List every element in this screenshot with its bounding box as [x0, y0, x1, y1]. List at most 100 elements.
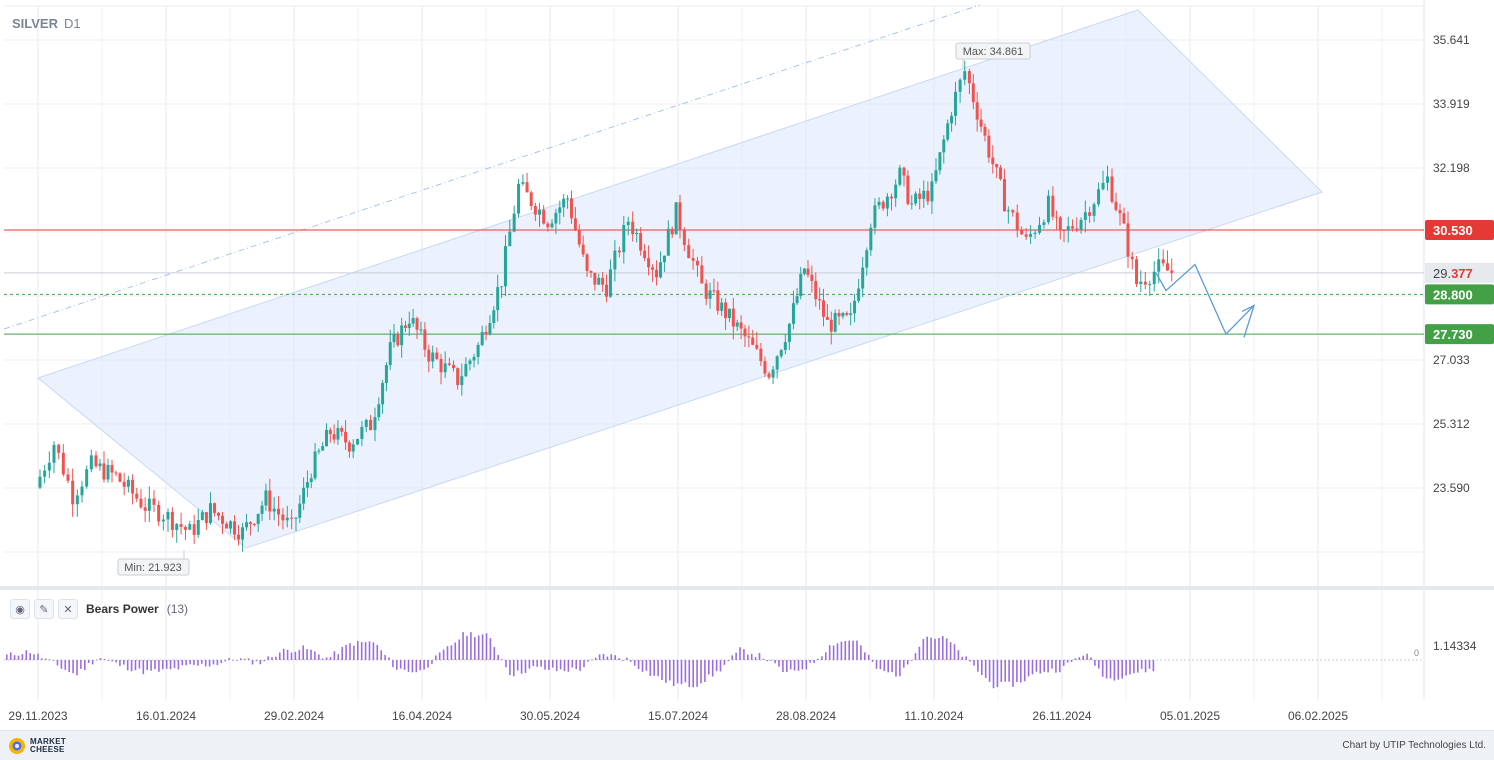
bears-power-bar: [1008, 660, 1010, 682]
bears-power-bar: [427, 660, 429, 668]
price-chart[interactable]: Max: 34.861 Min: 21.923 30.530 28.800 27.73…: [0, 0, 1494, 730]
bears-power-bar: [450, 645, 453, 660]
bears-power-bar: [298, 649, 301, 660]
candle: [861, 267, 865, 289]
candle: [991, 157, 995, 165]
candle: [655, 269, 659, 278]
candle: [967, 71, 971, 84]
candle: [593, 272, 597, 285]
bears-power-bar: [918, 646, 921, 660]
min-label: Min: 21.923: [124, 562, 181, 574]
candle: [542, 209, 546, 224]
bears-power-bar: [236, 660, 238, 661]
candle: [877, 201, 881, 206]
bears-power-bar: [1027, 660, 1030, 677]
price-axis: 30.530 28.800 27.730 29.377 35.641 33.919 32.1…: [1425, 33, 1494, 495]
candle: [221, 515, 225, 524]
bears-power-bar: [138, 660, 141, 669]
candle: [325, 429, 329, 447]
bears-power-bar: [130, 660, 133, 672]
forecast-arrowhead: [1241, 304, 1256, 338]
bears-power-bar: [337, 654, 340, 660]
candle: [188, 524, 192, 530]
market-cheese-logo[interactable]: MARKET CHEESE: [8, 737, 66, 755]
bears-power-bar: [688, 660, 691, 687]
x-tick-label: 29.11.2023: [8, 709, 67, 723]
bears-power-bar: [368, 641, 371, 660]
bears-power-bar: [134, 660, 137, 671]
candle: [712, 290, 716, 292]
candle: [208, 503, 212, 523]
candle: [708, 290, 712, 299]
chart-credit: Chart by UTIP Technologies Ltd.: [1342, 740, 1486, 751]
bears-power-bar: [680, 660, 683, 685]
bears-power-bar: [87, 660, 90, 664]
candle: [407, 323, 411, 328]
bears-power-bar: [64, 660, 67, 670]
bears-power-bar: [282, 648, 285, 660]
bears-power-bar: [961, 656, 964, 660]
bears-power-bar: [914, 653, 917, 660]
bears-power-bar: [1144, 660, 1147, 673]
bears-power-bar: [848, 640, 850, 660]
bears-power-bar: [208, 660, 211, 667]
candle: [700, 265, 704, 284]
bears-power-bar: [614, 655, 616, 660]
candle: [926, 190, 930, 202]
bears-power-bar: [661, 660, 663, 681]
candle: [225, 523, 229, 529]
bears-power-bar: [1082, 655, 1084, 660]
bears-power-bar: [1090, 657, 1092, 660]
candle: [608, 269, 612, 297]
candle: [106, 464, 110, 480]
bears-power-bar: [509, 660, 511, 676]
x-tick-label: 28.08.2024: [776, 709, 836, 723]
candle: [995, 164, 999, 168]
candle: [252, 523, 256, 525]
bears-power-bar: [142, 660, 145, 675]
bears-power-bar: [606, 656, 609, 660]
y-tick-label: 23.590: [1433, 481, 1470, 495]
candle: [464, 364, 468, 377]
candle: [135, 493, 139, 499]
candle: [192, 524, 196, 535]
bears-power-bar: [13, 655, 16, 660]
candle: [971, 83, 975, 103]
bears-power-bar: [470, 632, 472, 660]
candle: [724, 302, 728, 319]
bears-power-bar: [220, 660, 223, 664]
bears-power-bar: [419, 660, 421, 671]
candle: [731, 308, 735, 327]
bears-power-bar: [524, 660, 527, 673]
candle: [987, 135, 991, 158]
panel-separator: [0, 586, 1494, 590]
wrench-icon[interactable]: ✎: [34, 599, 54, 619]
bears-power-bar: [984, 660, 987, 678]
bears-power-bar: [146, 660, 148, 671]
bears-power-bar: [251, 660, 254, 665]
candle: [894, 184, 898, 199]
bears-power-bar: [727, 660, 730, 662]
eye-icon[interactable]: ◉: [10, 599, 30, 619]
candle: [1015, 212, 1019, 231]
bears-power-bar: [988, 660, 991, 682]
bears-power-bar: [325, 657, 328, 660]
candle: [651, 267, 655, 270]
bears-power-bar: [992, 660, 995, 689]
candle: [767, 373, 771, 378]
bears-power-bar: [1152, 660, 1155, 672]
candle: [869, 227, 873, 251]
bears-power-bar: [821, 656, 823, 660]
candle: [958, 79, 962, 92]
bears-power-bar: [185, 660, 187, 666]
bears-power-bar: [1109, 660, 1112, 679]
bears-power-bar: [314, 651, 316, 660]
bears-power-bar: [899, 660, 901, 677]
close-icon[interactable]: ✕: [58, 599, 78, 619]
bears-power-bar: [466, 635, 468, 660]
bears-power-bar: [910, 660, 913, 661]
candle: [480, 331, 484, 345]
bears-power-bar: [396, 660, 398, 670]
candle: [290, 517, 294, 519]
bears-power-bar: [719, 660, 722, 672]
